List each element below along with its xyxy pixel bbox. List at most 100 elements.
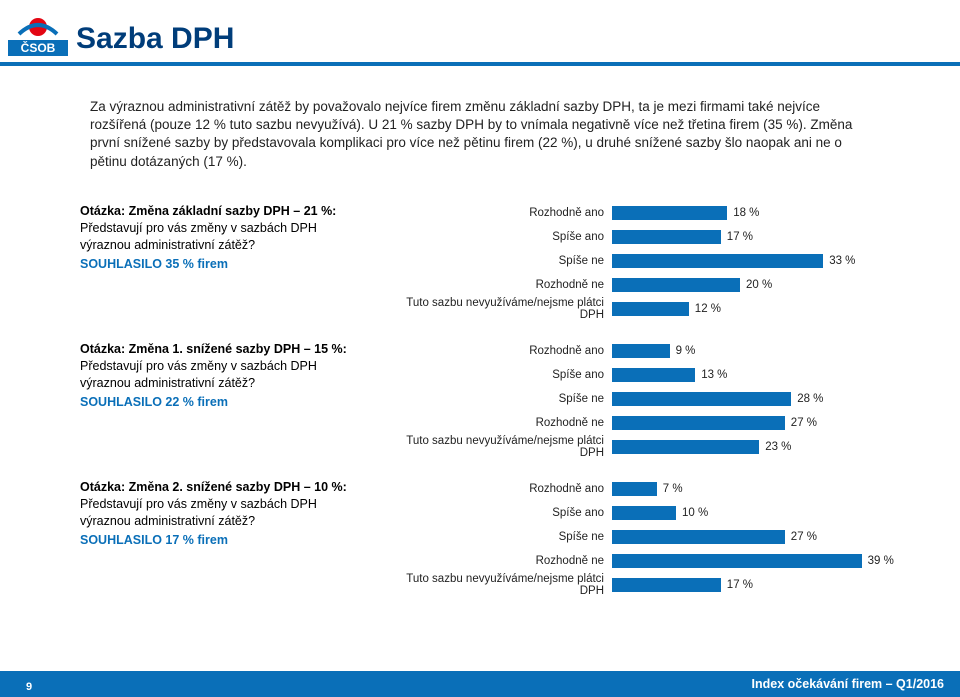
category-label: Tuto sazbu nevyužíváme/nejsme plátci DPH bbox=[380, 297, 612, 321]
bar-area: 20 % bbox=[612, 278, 900, 292]
footer-text: Index očekávání firem – Q1/2016 bbox=[752, 677, 944, 691]
chart-row: Tuto sazbu nevyužíváme/nejsme plátci DPH… bbox=[380, 437, 900, 457]
bar-value: 20 % bbox=[740, 279, 772, 291]
bar-area: 10 % bbox=[612, 506, 900, 520]
bar bbox=[612, 530, 785, 544]
category-label: Rozhodně ne bbox=[380, 555, 612, 567]
bar-area: 12 % bbox=[612, 302, 900, 316]
bar-area: 27 % bbox=[612, 416, 900, 430]
bar-area: 13 % bbox=[612, 368, 900, 382]
intro-text: Za výraznou administrativní zátěž by pov… bbox=[0, 66, 960, 189]
footer-bar: 9 Index očekávání firem – Q1/2016 bbox=[0, 671, 960, 697]
chart-row: Spíše ne27 % bbox=[380, 527, 900, 547]
bar-value: 12 % bbox=[689, 303, 721, 315]
header: ČSOB Sazba DPH bbox=[0, 0, 960, 58]
chart-row: Rozhodně ano 7 % bbox=[380, 479, 900, 499]
question-section: Otázka: Změna 2. snížené sazby DPH – 10 … bbox=[0, 465, 960, 603]
bar bbox=[612, 254, 823, 268]
bar bbox=[612, 440, 759, 454]
chart-row: Spíše ne 28 % bbox=[380, 389, 900, 409]
bar-value: 18 % bbox=[727, 207, 759, 219]
chart-row: Rozhodně ne 27 % bbox=[380, 413, 900, 433]
bar bbox=[612, 392, 791, 406]
bar bbox=[612, 344, 670, 358]
bar-area: 23 % bbox=[612, 440, 900, 454]
bar-area: 27 % bbox=[612, 530, 900, 544]
bar bbox=[612, 368, 695, 382]
bar-value: 13 % bbox=[695, 369, 727, 381]
bar-chart: Rozhodně ano 7 % Spíše ano 10 % Spíše ne27 %… bbox=[380, 479, 900, 599]
question-title: Otázka: Změna základní sazby DPH – 21 %: bbox=[80, 203, 370, 220]
bar-value: 9 % bbox=[670, 345, 696, 357]
bar bbox=[612, 230, 721, 244]
bar-value: 27 % bbox=[785, 417, 817, 429]
bar bbox=[612, 482, 657, 496]
bar-value: 17 % bbox=[721, 231, 753, 243]
bar-chart: Rozhodně ano 18 % Spíše ano 17 % Spíše ne 33 … bbox=[380, 203, 900, 323]
bar-value: 33 % bbox=[823, 255, 855, 267]
bar-value: 17 % bbox=[721, 579, 753, 591]
bar bbox=[612, 506, 676, 520]
chart-row: Rozhodně ano 18 % bbox=[380, 203, 900, 223]
category-label: Spíše ne bbox=[380, 531, 612, 543]
bar-area: 28 % bbox=[612, 392, 900, 406]
svg-text:ČSOB: ČSOB bbox=[21, 40, 56, 55]
bar bbox=[612, 578, 721, 592]
bar-value: 28 % bbox=[791, 393, 823, 405]
question-text: Otázka: Změna základní sazby DPH – 21 %:… bbox=[80, 203, 380, 323]
bar-area: 9 % bbox=[612, 344, 900, 358]
chart-row: Rozhodně ne 39 % bbox=[380, 551, 900, 571]
question-sub: Představují pro vás změny v sazbách DPH … bbox=[80, 358, 370, 392]
category-label: Spíše ano bbox=[380, 369, 612, 381]
category-label: Tuto sazbu nevyužíváme/nejsme plátci DPH bbox=[380, 435, 612, 459]
category-label: Spíše ano bbox=[380, 507, 612, 519]
bar-area: 33 % bbox=[612, 254, 900, 268]
page-title: Sazba DPH bbox=[76, 22, 234, 58]
category-label: Rozhodně ano bbox=[380, 207, 612, 219]
category-label: Rozhodně ano bbox=[380, 483, 612, 495]
category-label: Tuto sazbu nevyužíváme/nejsme plátci DPH bbox=[380, 573, 612, 597]
page-number: 9 bbox=[26, 681, 32, 693]
agree-summary: SOUHLASILO 35 % firem bbox=[80, 256, 370, 273]
chart-row: Tuto sazbu nevyužíváme/nejsme plátci DPH… bbox=[380, 575, 900, 595]
agree-summary: SOUHLASILO 17 % firem bbox=[80, 532, 370, 549]
bar-value: 10 % bbox=[676, 507, 708, 519]
bar-value: 39 % bbox=[862, 555, 894, 567]
question-title: Otázka: Změna 2. snížené sazby DPH – 10 … bbox=[80, 479, 370, 496]
bar-chart: Rozhodně ano 9 % Spíše ano 13 % Spíše ne 28 %… bbox=[380, 341, 900, 461]
bar-area: 17 % bbox=[612, 230, 900, 244]
bar bbox=[612, 554, 862, 568]
category-label: Spíše ano bbox=[380, 231, 612, 243]
bar-value: 7 % bbox=[657, 483, 683, 495]
chart-row: Tuto sazbu nevyužíváme/nejsme plátci DPH… bbox=[380, 299, 900, 319]
question-text: Otázka: Změna 1. snížené sazby DPH – 15 … bbox=[80, 341, 380, 461]
chart-row: Spíše ano 17 % bbox=[380, 227, 900, 247]
bar-area: 39 % bbox=[612, 554, 900, 568]
chart-row: Rozhodně ne 20 % bbox=[380, 275, 900, 295]
question-section: Otázka: Změna 1. snížené sazby DPH – 15 … bbox=[0, 327, 960, 465]
question-text: Otázka: Změna 2. snížené sazby DPH – 10 … bbox=[80, 479, 380, 599]
question-sub: Představují pro vás změny v sazbách DPH … bbox=[80, 220, 370, 254]
bar bbox=[612, 416, 785, 430]
bar bbox=[612, 302, 689, 316]
category-label: Rozhodně ne bbox=[380, 279, 612, 291]
bar bbox=[612, 206, 727, 220]
bar-area: 18 % bbox=[612, 206, 900, 220]
agree-summary: SOUHLASILO 22 % firem bbox=[80, 394, 370, 411]
category-label: Rozhodně ne bbox=[380, 417, 612, 429]
chart-row: Spíše ano 10 % bbox=[380, 503, 900, 523]
category-label: Spíše ne bbox=[380, 393, 612, 405]
question-title: Otázka: Změna 1. snížené sazby DPH – 15 … bbox=[80, 341, 370, 358]
question-sub: Představují pro vás změny v sazbách DPH … bbox=[80, 496, 370, 530]
bar-area: 7 % bbox=[612, 482, 900, 496]
chart-row: Rozhodně ano 9 % bbox=[380, 341, 900, 361]
category-label: Spíše ne bbox=[380, 255, 612, 267]
csob-logo: ČSOB bbox=[8, 14, 68, 58]
chart-row: Spíše ano 13 % bbox=[380, 365, 900, 385]
chart-row: Spíše ne 33 % bbox=[380, 251, 900, 271]
category-label: Rozhodně ano bbox=[380, 345, 612, 357]
bar bbox=[612, 278, 740, 292]
question-section: Otázka: Změna základní sazby DPH – 21 %:… bbox=[0, 189, 960, 327]
bar-area: 17 % bbox=[612, 578, 900, 592]
bar-value: 23 % bbox=[759, 441, 791, 453]
